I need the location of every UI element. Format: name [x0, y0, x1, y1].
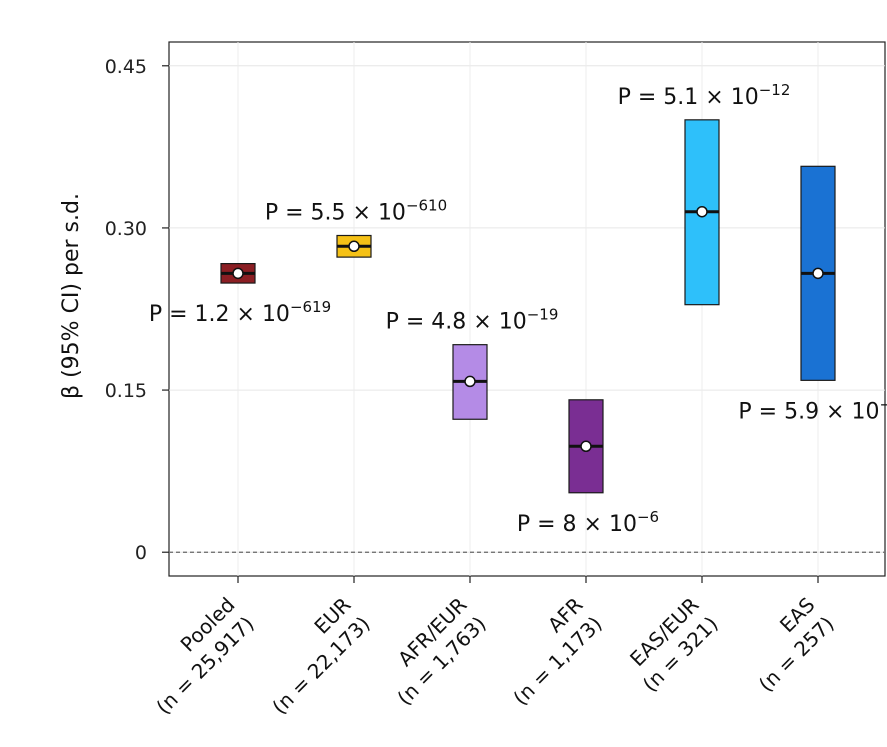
p-value-label: P = 5.5 × 10−610 — [265, 196, 447, 225]
p-value-annotations: P = 1.2 × 10−619 P = 5.5 × 10−610 P = 4.8 … — [149, 81, 887, 537]
estimate-point — [232, 267, 244, 280]
plot-frame — [168, 41, 886, 577]
x-tick-label-eas-eur: EAS/EUR(n = 321) — [625, 593, 723, 697]
x-tick-label-eas: EAS(n = 257) — [754, 593, 839, 697]
y-axis: 0 0.15 0.30 0.45 — [105, 56, 169, 564]
p-value-label: P = 5.9 × 10−7 — [738, 395, 887, 424]
x-tick-label-eur: EUR(n = 22,173) — [267, 592, 374, 718]
p-value-label: P = 5.1 × 10−12 — [618, 81, 791, 110]
x-tick-label-pooled: Pooled(n = 25,917) — [151, 593, 258, 719]
y-tick-label: 0.30 — [105, 218, 147, 240]
estimate-point — [464, 375, 476, 388]
y-tick-label: 0.45 — [105, 56, 147, 78]
y-axis-label: β (95% CI) per s.d. — [59, 193, 84, 399]
x-tick-label-afr-eur: AFR/EUR(n = 1,763) — [392, 592, 490, 709]
y-tick-label: 0.15 — [105, 380, 147, 402]
p-value-label: P = 1.2 × 10−619 — [149, 298, 331, 327]
y-tick-label: 0 — [135, 542, 147, 564]
x-tick-label-afr: AFR(n = 1,173) — [508, 593, 606, 710]
p-value-label: P = 8 × 10−6 — [517, 508, 659, 537]
p-value-label: P = 4.8 × 10−19 — [386, 306, 559, 335]
estimate-point — [580, 440, 592, 453]
estimate-point — [348, 240, 360, 253]
x-axis: Pooled(n = 25,917) EUR(n = 22,173) AFR/EUR… — [151, 576, 839, 719]
boxes — [220, 119, 836, 494]
estimate-point — [812, 267, 824, 280]
estimate-point — [696, 205, 708, 218]
